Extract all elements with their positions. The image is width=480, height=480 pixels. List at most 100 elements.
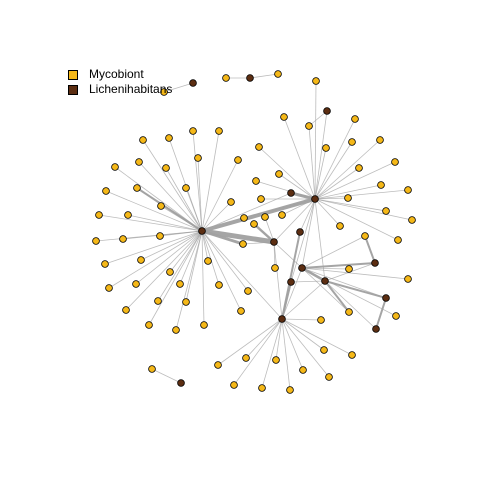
legend: Mycobiont Lichenihabitans bbox=[68, 67, 172, 97]
mycobiont-node bbox=[299, 366, 307, 374]
mycobiont-node bbox=[336, 222, 344, 230]
legend-swatch-mycobiont bbox=[68, 69, 78, 80]
edge bbox=[314, 80, 317, 200]
mycobiont-node bbox=[404, 275, 412, 283]
edge-weighted bbox=[281, 231, 301, 320]
mycobiont-node bbox=[95, 211, 103, 219]
lichenihabitans-node bbox=[287, 189, 295, 197]
edge bbox=[308, 110, 328, 127]
edge bbox=[258, 146, 316, 200]
mycobiont-node bbox=[227, 198, 235, 206]
edge bbox=[301, 267, 409, 280]
mycobiont-node bbox=[344, 194, 352, 202]
edge bbox=[249, 73, 279, 79]
mycobiont-node bbox=[237, 307, 245, 315]
edge bbox=[185, 230, 203, 303]
edge bbox=[201, 230, 283, 320]
mycobiont-node bbox=[160, 88, 168, 96]
edge-weighted bbox=[324, 280, 350, 313]
lichenihabitans-node bbox=[246, 74, 254, 82]
edge bbox=[281, 267, 303, 320]
edge bbox=[324, 280, 377, 330]
edge-weighted bbox=[375, 297, 387, 330]
mycobiont-node bbox=[189, 127, 197, 135]
mycobiont-node bbox=[274, 70, 282, 78]
mycobiont-node bbox=[92, 237, 100, 245]
mycobiont-node bbox=[182, 184, 190, 192]
edge bbox=[314, 118, 356, 200]
mycobiont-node bbox=[286, 386, 294, 394]
mycobiont-node bbox=[351, 115, 359, 123]
edge bbox=[169, 230, 203, 273]
edge-weighted bbox=[364, 235, 376, 264]
node-layer bbox=[92, 70, 416, 394]
mycobiont-node bbox=[234, 156, 242, 164]
edge bbox=[314, 147, 327, 200]
mycobiont-node bbox=[176, 280, 184, 288]
edge bbox=[281, 280, 326, 320]
mycobiont-node bbox=[102, 187, 110, 195]
edge bbox=[281, 318, 353, 356]
edge bbox=[314, 161, 396, 200]
edge-weighted bbox=[201, 197, 316, 233]
lichenihabitans-hub-node bbox=[311, 195, 319, 203]
edge bbox=[314, 184, 382, 200]
mycobiont-node bbox=[222, 74, 230, 82]
mycobiont-node bbox=[345, 308, 353, 316]
mycobiont-node bbox=[172, 326, 180, 334]
edge bbox=[175, 230, 203, 331]
edge bbox=[148, 230, 203, 326]
edge bbox=[201, 130, 220, 232]
mycobiont-node bbox=[271, 264, 279, 272]
mycobiont-node bbox=[272, 356, 280, 364]
mycobiont-node bbox=[317, 316, 325, 324]
edge bbox=[192, 130, 203, 232]
lichenihabitans-node bbox=[296, 228, 304, 236]
edge-layer bbox=[95, 73, 413, 391]
edge bbox=[301, 267, 387, 299]
edge bbox=[245, 318, 283, 359]
edge bbox=[308, 125, 316, 200]
edge bbox=[281, 318, 325, 351]
edge bbox=[104, 230, 203, 265]
mycobiont-node bbox=[215, 127, 223, 135]
mycobiont-node bbox=[230, 381, 238, 389]
mycobiont-node bbox=[162, 164, 170, 172]
edge bbox=[264, 216, 275, 243]
mycobiont-node bbox=[361, 232, 369, 240]
mycobiont-node bbox=[325, 373, 333, 381]
lichenihabitans-hub-node bbox=[321, 277, 329, 285]
edge bbox=[201, 230, 205, 326]
mycobiont-node bbox=[377, 181, 385, 189]
edge bbox=[275, 318, 283, 361]
mycobiont-node bbox=[139, 136, 147, 144]
edge bbox=[217, 318, 283, 366]
edge bbox=[283, 116, 316, 200]
edge-weighted bbox=[324, 280, 387, 299]
mycobiont-node bbox=[382, 207, 390, 215]
mycobiont-node bbox=[252, 177, 260, 185]
mycobiont-node bbox=[215, 281, 223, 289]
edge bbox=[281, 318, 304, 371]
mycobiont-node bbox=[348, 351, 356, 359]
lichenihabitans-hub-node bbox=[287, 278, 295, 286]
edge bbox=[201, 230, 209, 262]
edge bbox=[151, 368, 182, 384]
legend-swatch-lichenihabitans bbox=[68, 84, 78, 95]
mycobiont-node bbox=[394, 236, 402, 244]
mycobiont-node bbox=[200, 321, 208, 329]
mycobiont-node bbox=[404, 186, 412, 194]
edge bbox=[201, 230, 242, 312]
mycobiont-node bbox=[119, 235, 127, 243]
edge bbox=[179, 230, 203, 285]
mycobiont-node bbox=[156, 232, 164, 240]
edge bbox=[278, 173, 316, 200]
mycobiont-node bbox=[376, 136, 384, 144]
edge bbox=[159, 230, 203, 237]
mycobiont-node bbox=[132, 280, 140, 288]
mycobiont-node bbox=[322, 144, 330, 152]
lichenihabitans-node bbox=[323, 107, 331, 115]
edge bbox=[273, 198, 316, 243]
lichenihabitans-node bbox=[177, 379, 185, 387]
mycobiont-node bbox=[148, 365, 156, 373]
